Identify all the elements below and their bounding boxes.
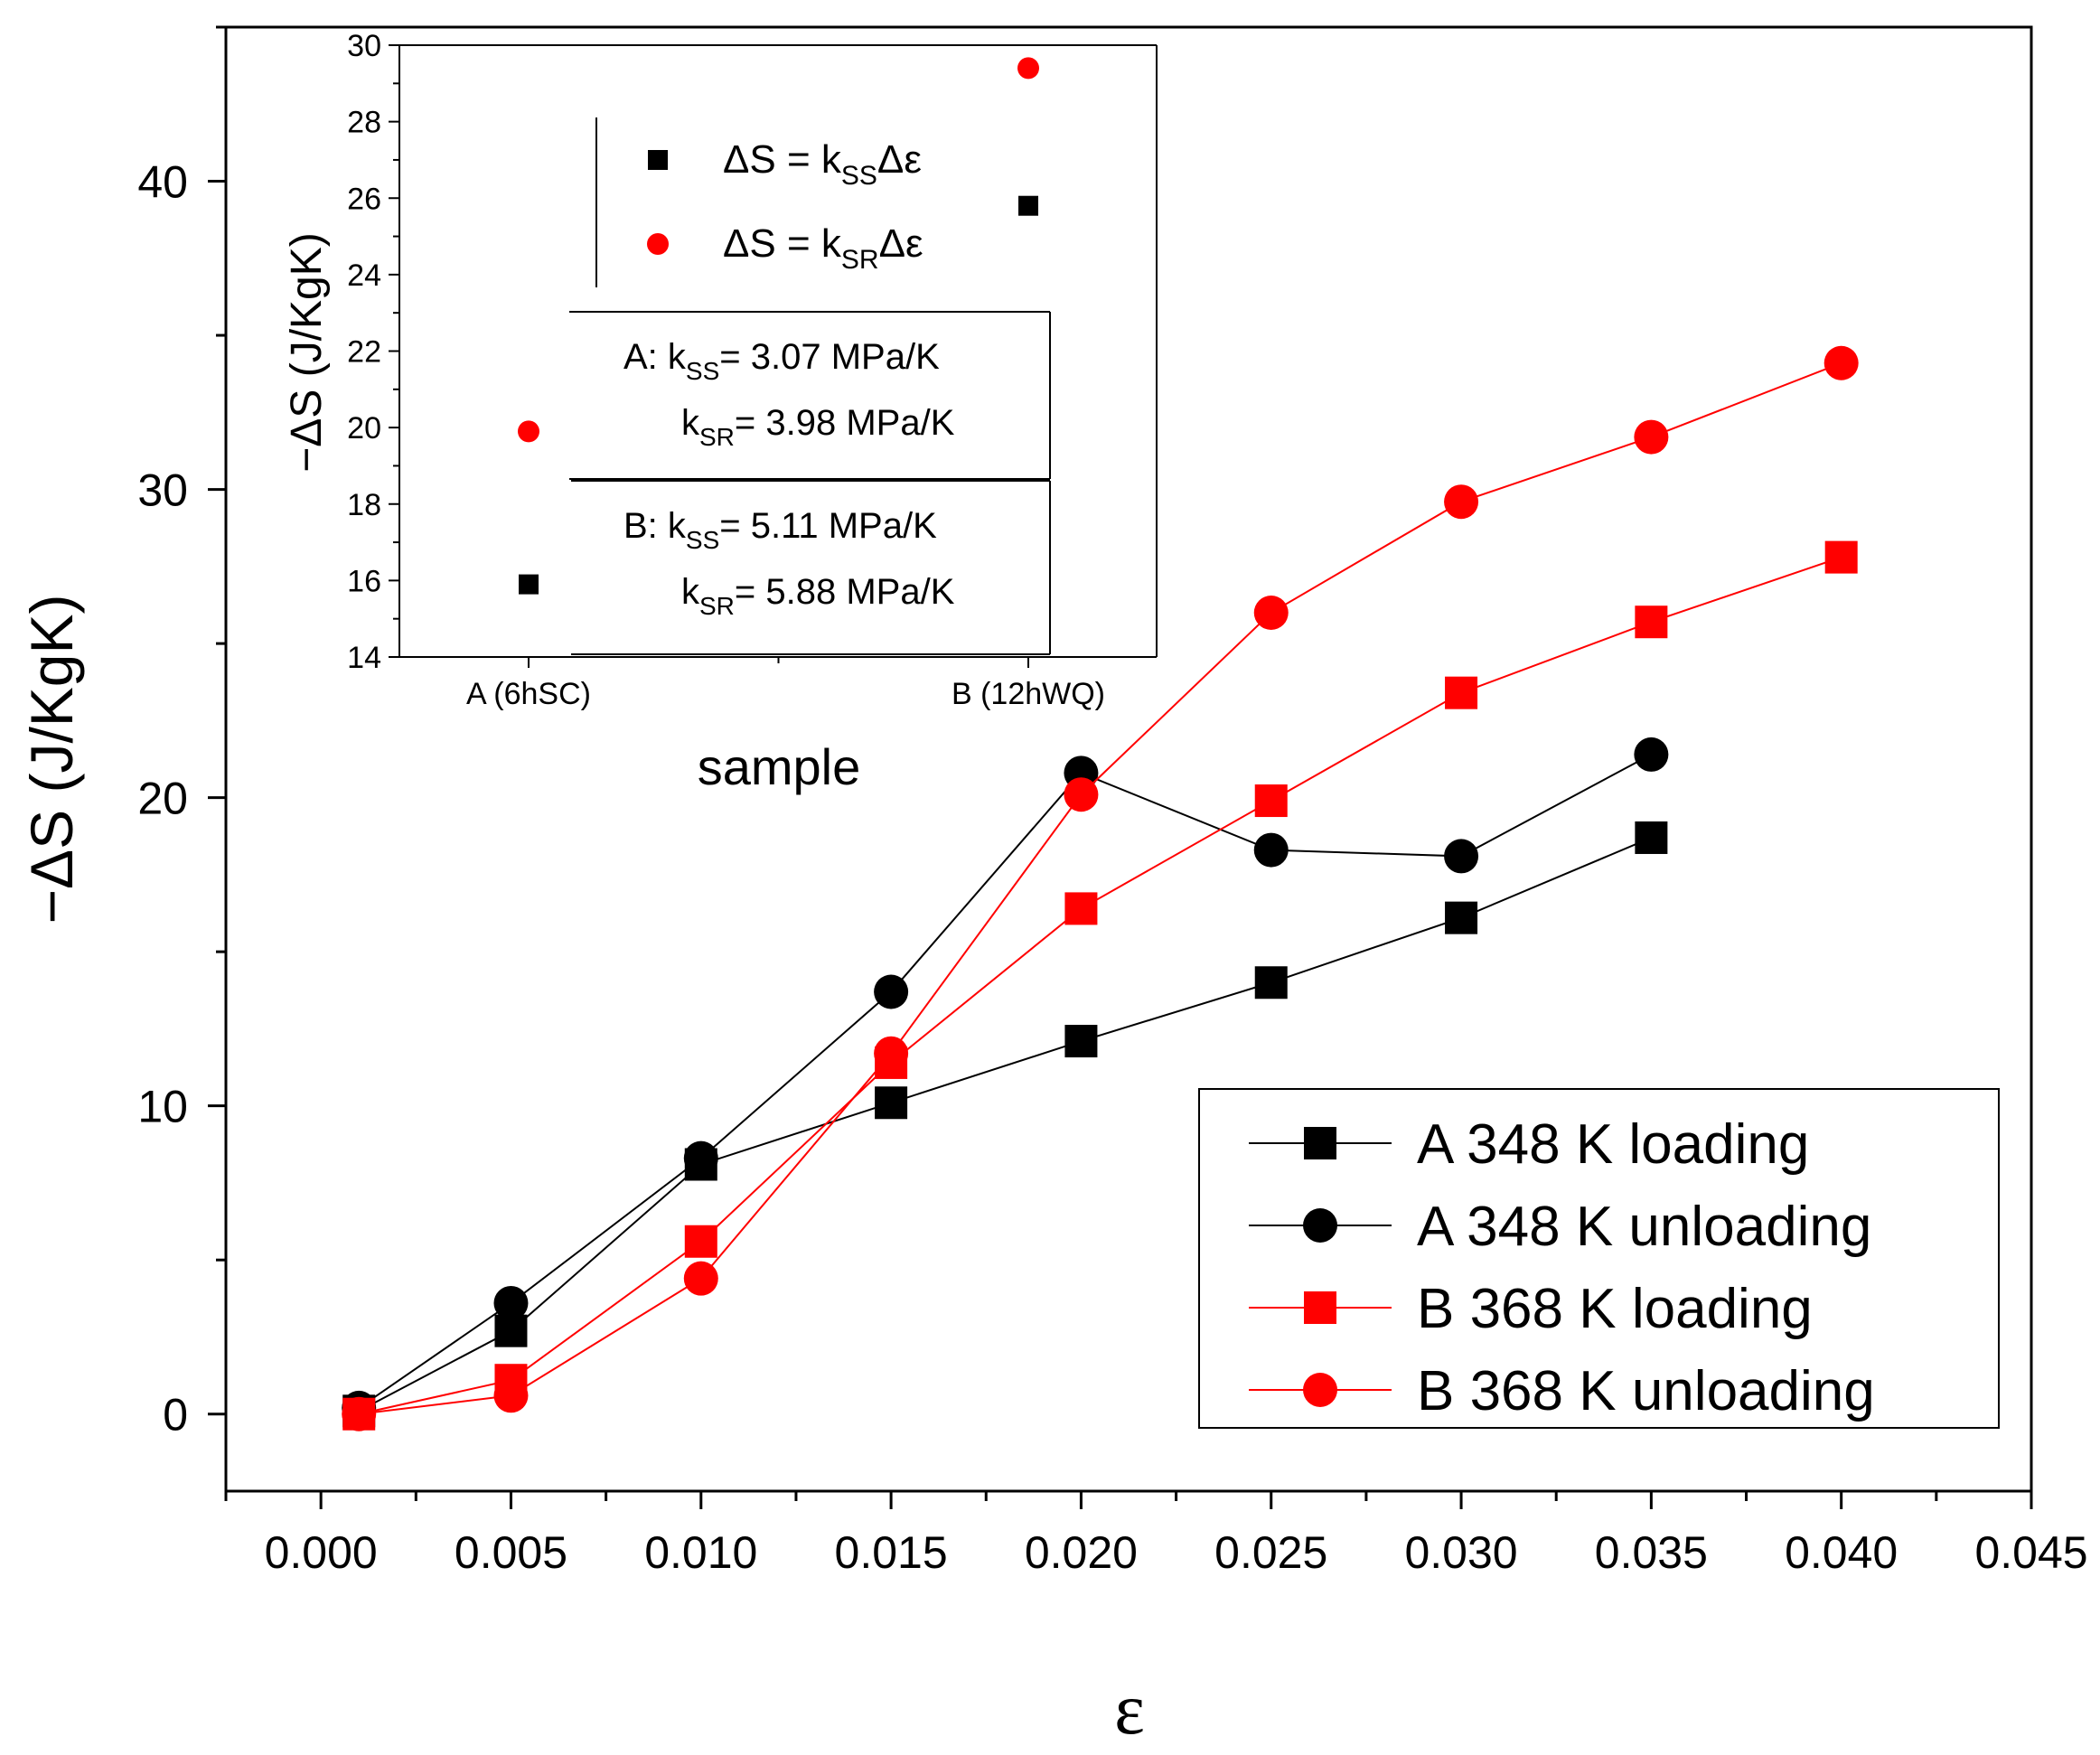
data-point [874,1036,909,1071]
data-point [875,1086,908,1120]
data-point [1444,839,1479,874]
inset-annotation-line2: kSR= 3.98 MPa/K [681,403,955,451]
x-tick-label: 0.025 [1214,1527,1327,1578]
main-plot-frame [224,25,2033,1493]
data-point [1823,345,1859,380]
y-tick-label: 10 [137,1082,188,1132]
x-tick-label: 0.040 [1785,1527,1898,1578]
y-tick-label: 0 [163,1390,188,1441]
inset-y-tick-label: 20 [347,411,381,446]
inset-x-tick-label: B (12hWQ) [952,677,1105,711]
x-tick-label: 0.005 [455,1527,567,1578]
legend: A 348 K loading A 348 K unloading B 368 K … [1198,1088,2000,1429]
data-point [683,1261,718,1296]
data-point [1064,892,1098,925]
data-point [1635,605,1668,639]
inset-annotation-line1: B: kSS= 5.11 MPa/K [623,506,937,554]
x-tick-label: 0.015 [835,1527,948,1578]
data-point [684,1225,717,1258]
data-point [1253,596,1289,630]
main-plot: 0.000 0.005 0.010 0.015 0.020 0.025 0.030 0.035… [18,25,2088,1750]
data-point [1254,966,1288,1000]
data-point [1254,784,1288,818]
inset-data-point [519,574,539,595]
data-point [1253,832,1289,868]
inset-x-tick-label: A (6hSC) [466,677,591,711]
legend-marker [1304,1291,1336,1324]
series-line-2 [358,754,1652,1409]
inset-annotation-line1: A: kSS= 3.07 MPa/K [623,337,940,385]
inset-data-point [1018,195,1038,216]
legend-label: A 348 K unloading [1417,1196,1871,1258]
inset-data-point [1017,57,1039,80]
data-point [1444,484,1479,520]
data-point [1064,1025,1098,1058]
data-point [683,1140,718,1176]
data-point [1064,777,1099,812]
inset-data-point [518,420,539,443]
y-tick-label: 40 [137,157,188,208]
data-point [1634,419,1669,455]
legend-label: B 368 K unloading [1417,1360,1875,1422]
x-tick-label: 0.030 [1404,1527,1517,1578]
inset-legend-label: ΔS = kSRΔε [723,221,923,275]
inset-y-axis-label: −ΔS (J/KgK) [283,232,331,472]
y-tick-label: 30 [137,465,188,516]
data-point [1634,737,1669,772]
legend-label: B 368 K loading [1417,1278,1813,1340]
inset-x-axis-label: sample [698,738,861,795]
data-point [1445,676,1478,709]
data-point [1635,821,1668,854]
x-tick-label: 0.045 [1974,1527,2087,1578]
inset-plot: 14 16 18 20 22 24 26 28 30 A (6hSC) B (12hWQ) sampl… [283,29,1158,795]
inset-y-tick-label: 16 [347,564,381,598]
inset-annotation-box-B [571,481,1050,654]
inset-y-tick-label: 28 [347,106,381,140]
data-point [493,1378,529,1413]
x-tick-label: 0.035 [1595,1527,1708,1578]
inset-annotation-box-A [569,312,1050,479]
inset-y-tick-label: 22 [347,335,381,370]
y-tick-label: 20 [137,774,188,824]
series-line-1 [358,837,1652,1412]
x-tick-label: 0.000 [265,1527,378,1578]
data-point [1445,901,1478,934]
x-tick-label: 0.020 [1025,1527,1138,1578]
inset-y-tick-label: 24 [347,258,381,293]
x-tick-label: 0.010 [644,1527,757,1578]
data-point [342,1396,377,1431]
data-point [493,1285,529,1320]
legend-marker [1304,1127,1336,1159]
inset-y-tick-label: 18 [347,488,381,522]
data-point [874,974,909,1009]
x-axis-label: ε [1114,1670,1145,1750]
inset-legend-marker [647,233,669,255]
inset-legend-marker [648,150,668,170]
inset-y-tick-label: 26 [347,182,381,216]
inset-y-tick-label: 30 [347,29,381,63]
inset-y-tick-label: 14 [347,641,381,675]
legend-label: A 348 K loading [1417,1113,1809,1176]
inset-legend-label: ΔS = kSSΔε [723,137,922,191]
data-point [1824,540,1858,574]
legend-marker [1303,1373,1337,1407]
legend-marker [1303,1208,1337,1243]
inset-annotation-line2: kSR= 5.88 MPa/K [681,572,955,620]
y-axis-label: −ΔS (J/KgK) [18,594,85,924]
